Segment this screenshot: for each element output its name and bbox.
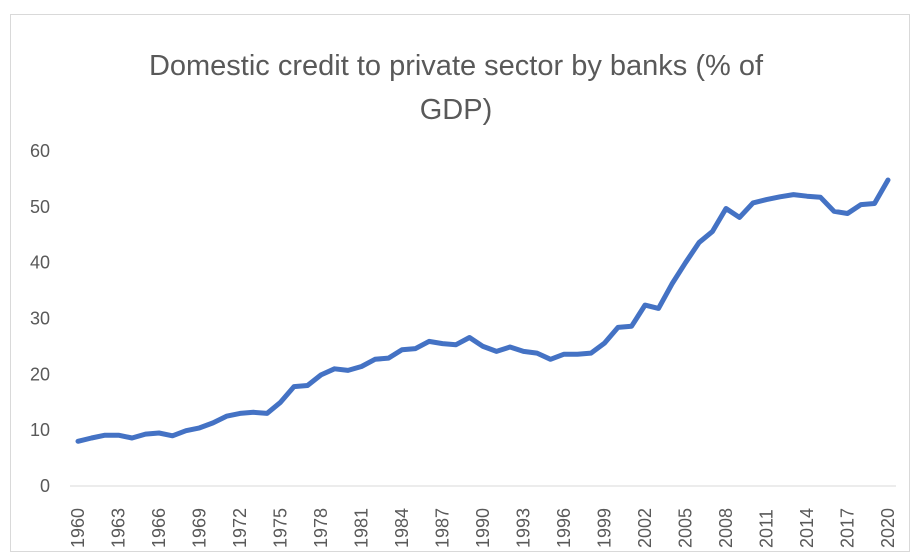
chart-title: Domestic credit to private sector by ban… bbox=[0, 44, 912, 132]
y-tick-label: 50 bbox=[30, 197, 50, 217]
x-tick-label: 2002 bbox=[635, 508, 655, 548]
x-tick-label: 2014 bbox=[797, 508, 817, 548]
x-tick-label: 1963 bbox=[109, 508, 129, 548]
x-tick-label: 1960 bbox=[68, 508, 88, 548]
chart-title-line-1: Domestic credit to private sector by ban… bbox=[148, 50, 764, 82]
x-tick-label: 1996 bbox=[554, 508, 574, 548]
x-axis-tick-labels: 1960 1963 1966 1969 1972 1975 1978 1981 1984 1987… bbox=[68, 508, 898, 548]
x-tick-label: 1975 bbox=[271, 508, 291, 548]
x-tick-label: 2008 bbox=[716, 508, 736, 548]
x-tick-label: 1966 bbox=[149, 508, 169, 548]
x-tick-label: 1993 bbox=[514, 508, 534, 548]
x-tick-label: 2020 bbox=[878, 508, 898, 548]
series-line bbox=[75, 177, 891, 444]
x-tick-label: 1972 bbox=[230, 508, 250, 548]
y-axis-tick-labels: 0 10 20 30 40 50 60 bbox=[30, 141, 50, 496]
x-tick-label: 1987 bbox=[433, 508, 453, 548]
x-tick-label: 2017 bbox=[838, 508, 858, 548]
x-tick-label: 2005 bbox=[676, 508, 696, 548]
y-tick-label: 40 bbox=[30, 253, 50, 273]
x-tick-label: 1990 bbox=[473, 508, 493, 548]
y-tick-label: 0 bbox=[40, 476, 50, 496]
y-tick-label: 30 bbox=[30, 309, 50, 329]
x-tick-label: 2011 bbox=[757, 509, 777, 548]
x-tick-label: 1981 bbox=[352, 508, 372, 548]
y-tick-label: 60 bbox=[30, 141, 50, 161]
x-tick-label: 1984 bbox=[392, 508, 412, 548]
x-tick-label: 1969 bbox=[190, 508, 210, 548]
y-tick-label: 10 bbox=[30, 420, 50, 440]
y-tick-label: 20 bbox=[30, 364, 50, 384]
x-tick-label: 1999 bbox=[595, 508, 615, 548]
chart-frame bbox=[10, 14, 910, 552]
x-tick-label: 1978 bbox=[311, 508, 331, 548]
chart-title-line-2: GDP) bbox=[419, 94, 493, 126]
